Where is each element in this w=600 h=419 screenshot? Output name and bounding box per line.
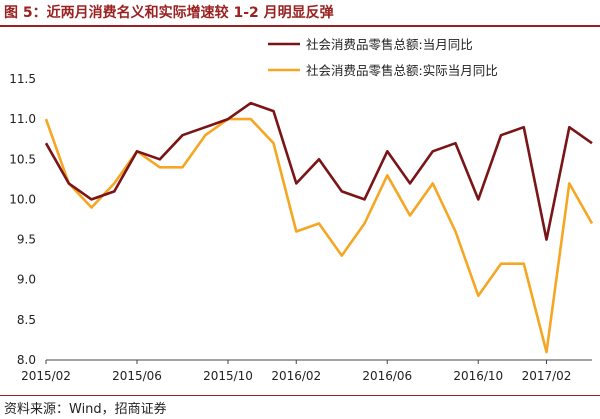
legend-label-2: 社会消费品零售总额:实际当月同比 [306, 63, 498, 78]
chart-axes: 8.0 8.5 9.0 9.5 10.0 10.5 11.0 11.5 2015/02 2015/… [9, 72, 592, 383]
legend-label-1: 社会消费品零售总额:当月同比 [306, 37, 473, 52]
y-tick-label: 9.0 [17, 273, 36, 287]
series-line-2 [44, 117, 594, 354]
x-tick-label: 2015/10 [203, 369, 253, 383]
x-tick-label: 2015/02 [21, 369, 71, 383]
source-note: 资料来源：Wind，招商证券 [4, 402, 167, 417]
y-tick-label: 11.5 [9, 72, 36, 86]
y-tick-label: 10.0 [9, 192, 36, 206]
y-tick-label: 11.0 [9, 112, 36, 126]
x-tick-label: 2016/06 [362, 369, 412, 383]
series-layer [44, 101, 594, 354]
y-tick-label: 8.0 [17, 353, 36, 367]
x-tick-label: 2016/02 [271, 369, 321, 383]
y-tick-label: 8.5 [17, 313, 36, 327]
y-tick-label: 9.5 [17, 233, 36, 247]
title-divider [0, 25, 600, 27]
footer-divider [0, 395, 600, 396]
line-chart: 8.0 8.5 9.0 9.5 10.0 10.5 11.0 11.5 2015/02 2015/… [9, 37, 594, 383]
x-tick-label: 2017/02 [522, 369, 572, 383]
figure-title: 图 5：近两月消费名义和实际增速较 1-2 月明显反弹 [4, 5, 334, 21]
x-tick-label: 2016/10 [453, 369, 503, 383]
y-tick-label: 10.5 [9, 152, 36, 166]
x-tick-label: 2015/06 [112, 369, 162, 383]
series-line-1 [44, 101, 593, 241]
